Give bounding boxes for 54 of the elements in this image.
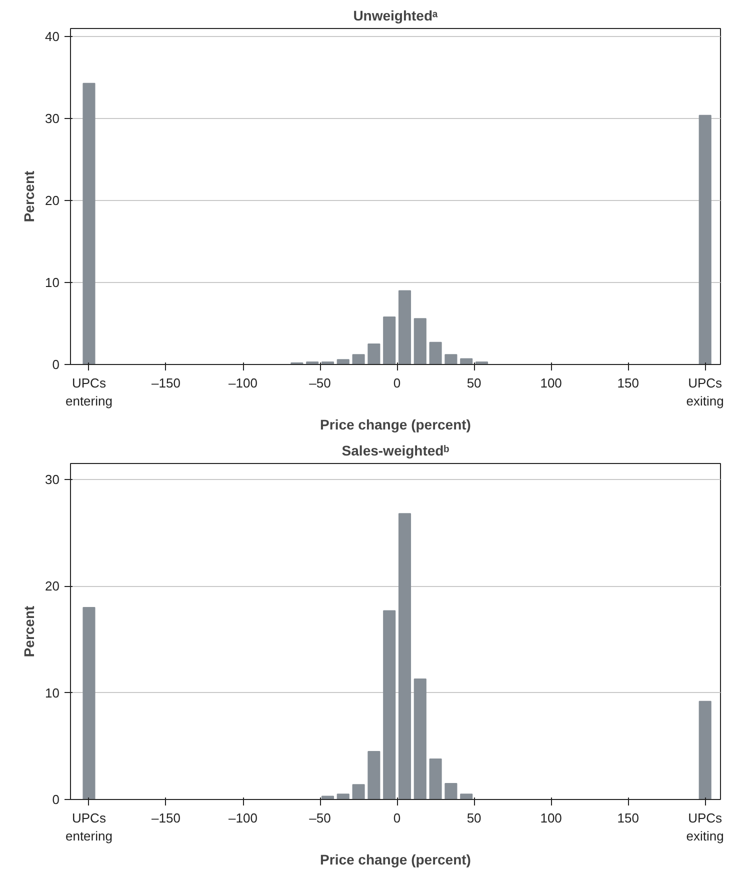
y-tick-label: 40 [45, 29, 60, 44]
bar [336, 359, 350, 364]
x-tick-label: –150 [152, 376, 180, 390]
x-tick-label: –150 [152, 810, 180, 826]
x-tick-label: 100 [540, 810, 562, 826]
x-tick-label: –100 [228, 810, 258, 826]
bar [444, 783, 458, 800]
bar [398, 290, 412, 364]
bar [460, 794, 473, 800]
chart-title: Sales-weightedᵇ [342, 442, 450, 458]
x-tick-label: 0 [393, 810, 401, 826]
bar [698, 700, 712, 800]
chart-title: Unweightedᵃ [353, 8, 439, 24]
y-tick-label: 30 [45, 472, 60, 487]
bar [444, 354, 458, 364]
x-axis-title: Price change (percent) [320, 852, 471, 868]
bar [414, 318, 426, 364]
x-tick-label: UPCs exiting [686, 376, 724, 408]
x-tick-label: UPCs entering [65, 810, 112, 844]
y-tick-label: 20 [45, 193, 60, 208]
x-tick-label: 150 [617, 376, 639, 390]
bar [429, 342, 442, 364]
x-tick-label: –50 [309, 810, 331, 826]
x-tick-label: –100 [228, 376, 258, 390]
bar [398, 513, 412, 800]
bar [383, 610, 396, 800]
bar [429, 758, 442, 800]
bar [352, 784, 365, 800]
bar [383, 316, 396, 364]
y-tick-label: 10 [45, 685, 60, 700]
y-axis-title: Percent [21, 605, 38, 658]
x-tick-label: 0 [393, 376, 401, 390]
x-tick-label: 150 [617, 810, 639, 826]
bar [368, 751, 380, 800]
bar [414, 678, 426, 800]
y-tick-label: 20 [45, 578, 60, 594]
x-tick-label: UPCs entering [65, 376, 112, 408]
y-tick-label: 10 [45, 275, 60, 290]
x-tick-label: 100 [540, 376, 562, 390]
x-tick-label: 50 [466, 810, 482, 826]
x-tick-label: UPCs exiting [686, 810, 724, 844]
bar [82, 607, 96, 800]
x-axis-title: Price change (percent) [320, 416, 471, 432]
bar [368, 344, 380, 364]
bar [352, 354, 365, 364]
x-tick-label: 50 [466, 376, 482, 390]
x-tick-label: –50 [309, 376, 331, 390]
bar [336, 794, 350, 800]
y-axis-title: Percent [21, 170, 38, 222]
y-tick-label: 0 [52, 357, 60, 372]
y-tick-label: 0 [52, 792, 60, 807]
y-tick-label: 30 [45, 111, 60, 126]
bar [82, 82, 96, 364]
bar [698, 114, 712, 364]
